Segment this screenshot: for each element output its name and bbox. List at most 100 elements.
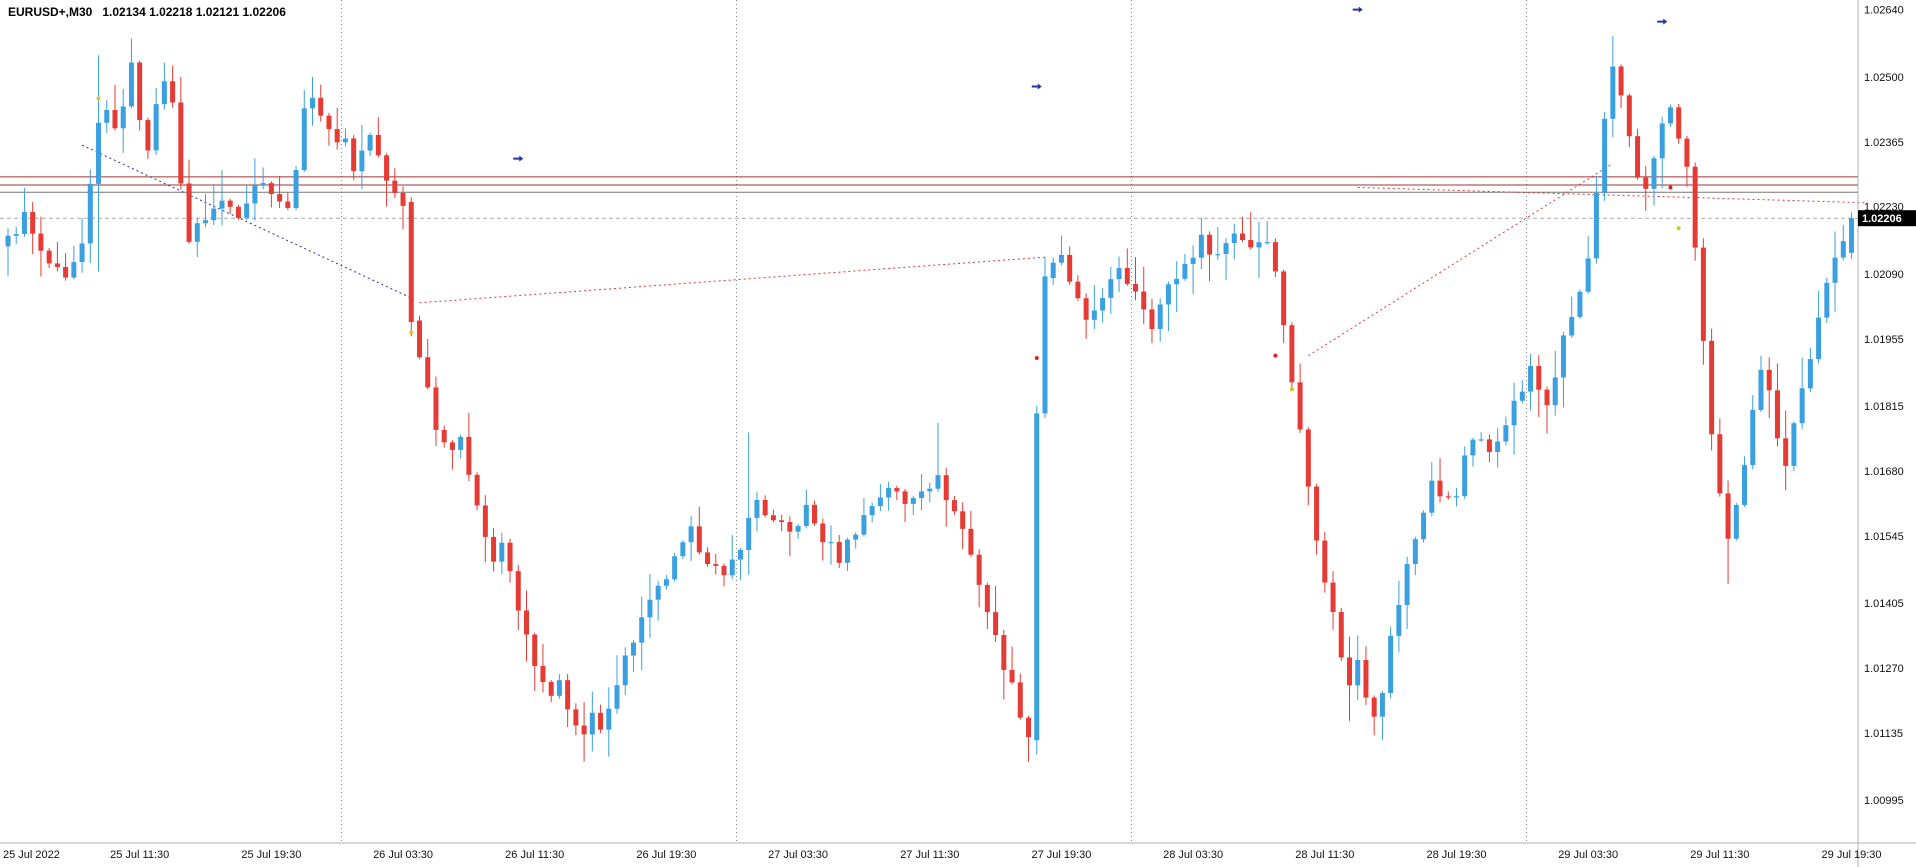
bull-candle (672, 553, 678, 582)
candle-body (342, 138, 348, 143)
candle-body (375, 134, 381, 156)
bull-candle (1495, 428, 1501, 468)
bull-candle (244, 185, 250, 221)
candle-body (301, 108, 307, 171)
bull-candle (606, 687, 612, 757)
bull-candle (1116, 256, 1122, 293)
candle-body (38, 233, 44, 251)
red-dotted-trendline-2[interactable] (1308, 162, 1614, 357)
bear-candle (441, 425, 447, 448)
bull-candle (260, 167, 266, 190)
red-dot-marker[interactable] (1034, 356, 1039, 361)
candle-body (1281, 271, 1287, 326)
candle-body (466, 436, 472, 475)
bull-candle (927, 482, 933, 503)
bear-candle (1618, 64, 1624, 109)
bear-candle (762, 495, 768, 518)
bull-candle (589, 691, 595, 752)
bull-candle (1593, 176, 1599, 264)
bull-candle (688, 515, 694, 562)
bear-candle (186, 159, 192, 244)
yellow-dot-marker[interactable] (409, 330, 414, 335)
blue-arrow-marker[interactable] (1031, 83, 1042, 90)
bear-candle (770, 509, 776, 523)
candle-body (696, 526, 702, 553)
blue-arrow-marker[interactable] (513, 155, 524, 162)
yellow-dot-marker[interactable] (1289, 387, 1294, 392)
candle-body (96, 122, 102, 184)
blue-dotted-trendline[interactable] (81, 144, 412, 299)
candle-body (268, 183, 274, 195)
candle-body (21, 211, 27, 234)
candle-body (1742, 465, 1748, 505)
candles-layer (5, 36, 1855, 762)
x-axis-label: 29 Jul 19:30 (1822, 849, 1882, 861)
bear-candle (178, 76, 184, 190)
bear-candle (30, 201, 36, 255)
candle-body (1503, 425, 1509, 442)
candle-body (598, 712, 604, 730)
bear-candle (1124, 248, 1130, 286)
bull-candle (342, 128, 348, 147)
y-axis-label: 1.00995 (1864, 795, 1904, 807)
bear-candle (573, 703, 579, 736)
bull-candle (1379, 690, 1385, 741)
candle-body (1133, 283, 1139, 292)
bull-candle (1807, 347, 1813, 393)
x-axis-label: 29 Jul 11:30 (1690, 849, 1749, 861)
bear-candle (63, 253, 69, 281)
candle-body (639, 617, 645, 643)
red-dot-marker[interactable] (1668, 185, 1673, 190)
candle-body (252, 185, 258, 204)
blue-arrow-marker[interactable] (1657, 18, 1668, 25)
current-price-tag: 1.02206 (1858, 210, 1916, 227)
candle-body (433, 387, 439, 430)
red-dotted-trendline-1[interactable] (419, 256, 1046, 304)
candle-body (417, 320, 422, 358)
bull-candle (128, 38, 134, 109)
candle-body (1840, 241, 1846, 258)
candle-body (1725, 493, 1731, 539)
candle-body (902, 491, 908, 504)
bear-candle (779, 514, 785, 532)
candle-body (1643, 177, 1649, 189)
candle-body (853, 534, 859, 540)
candle-body (721, 565, 727, 576)
yellow-dot-marker[interactable] (96, 96, 101, 101)
bull-candle (1034, 406, 1040, 755)
horizontal-lines-layer (0, 176, 1858, 219)
candle-body (13, 233, 19, 236)
bull-candle (1733, 502, 1739, 541)
bear-candle (1437, 458, 1443, 503)
bull-candle (13, 226, 19, 244)
bear-candle (1314, 483, 1320, 555)
candle-body (910, 498, 916, 504)
y-axis-label: 1.01405 (1864, 598, 1904, 610)
candle-body (820, 523, 826, 543)
candle-body (392, 180, 398, 193)
candle-body (1371, 697, 1377, 717)
candle-body (1437, 480, 1443, 497)
candle-body (1240, 233, 1245, 240)
red-dot-marker[interactable] (1273, 353, 1278, 358)
x-axis-label: 26 Jul 03:30 (373, 849, 433, 861)
candle-body (1116, 268, 1122, 280)
candle-body (1733, 504, 1739, 539)
candle-body (1231, 233, 1237, 244)
candle-body (844, 539, 850, 563)
bear-candle (1067, 246, 1073, 285)
candle-body (787, 522, 793, 532)
bull-candle (1511, 382, 1517, 455)
candle-body (54, 263, 60, 268)
blue-arrow-marker[interactable] (1352, 6, 1363, 13)
yellow-dot-marker[interactable] (1676, 226, 1681, 231)
candle-body (334, 129, 340, 143)
candle-body (1322, 540, 1328, 583)
red-dotted-trendline-3[interactable] (1357, 186, 1868, 204)
bull-candle (1264, 221, 1270, 245)
y-axis-label: 1.02365 (1864, 137, 1904, 149)
bear-candle (960, 502, 966, 550)
bull-candle (655, 581, 661, 621)
candle-body (951, 500, 957, 512)
